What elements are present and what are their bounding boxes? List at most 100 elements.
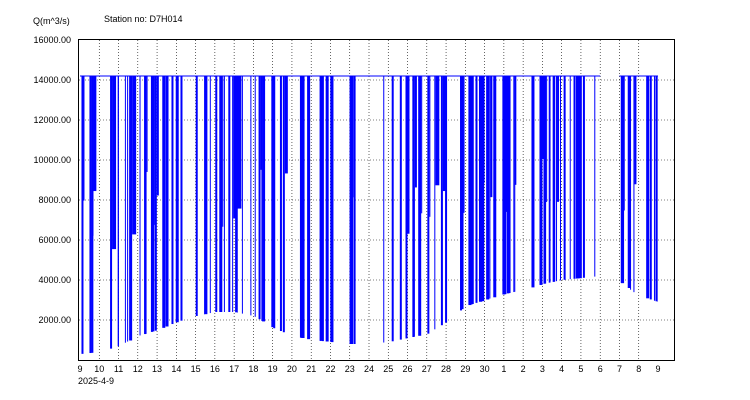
data-bar bbox=[156, 76, 159, 196]
data-bar bbox=[321, 76, 324, 342]
data-bar bbox=[83, 76, 85, 201]
data-bar bbox=[421, 76, 423, 214]
data-bar bbox=[331, 76, 334, 343]
x-tick-label: 3 bbox=[540, 364, 545, 374]
data-bar bbox=[486, 76, 490, 300]
data-bar bbox=[463, 76, 465, 213]
data-bar bbox=[573, 76, 576, 279]
data-bar bbox=[649, 76, 652, 300]
data-bar bbox=[307, 76, 311, 340]
data-bar bbox=[261, 76, 263, 321]
data-bar bbox=[493, 76, 497, 298]
data-bar bbox=[508, 76, 511, 294]
data-bar bbox=[399, 76, 402, 340]
x-tick-label: 21 bbox=[306, 364, 316, 374]
data-bar bbox=[237, 76, 239, 186]
data-bar bbox=[146, 76, 148, 172]
data-bar bbox=[478, 76, 482, 302]
station-label: Station no: D7H014 bbox=[104, 14, 183, 24]
y-tick-label: 10000.00 bbox=[33, 155, 71, 165]
x-tick-label: 17 bbox=[229, 364, 239, 374]
data-bar bbox=[627, 76, 631, 289]
data-bar bbox=[139, 76, 141, 336]
x-tick-label: 6 bbox=[598, 364, 603, 374]
data-bar bbox=[412, 76, 415, 337]
data-bar bbox=[222, 76, 224, 227]
y-tick-label: 6000.00 bbox=[38, 235, 71, 245]
data-bar bbox=[233, 76, 237, 219]
data-bar bbox=[279, 76, 282, 332]
y-tick-labels: 2000.00 4000.00 6000.00 8000.00 10000.00 1200… bbox=[33, 35, 71, 325]
data-bar bbox=[254, 76, 256, 317]
data-bar bbox=[81, 76, 84, 354]
x-tick-label: 26 bbox=[403, 364, 413, 374]
data-bar bbox=[262, 76, 266, 322]
data-bar bbox=[413, 76, 415, 337]
x-tick-label: 30 bbox=[480, 364, 490, 374]
data-bar bbox=[634, 76, 637, 185]
data-bar bbox=[514, 76, 517, 185]
data-bar bbox=[575, 76, 578, 279]
y-tick-label: 8000.00 bbox=[38, 195, 71, 205]
y-tick-label: 16000.00 bbox=[33, 35, 71, 45]
x-tick-label: 12 bbox=[133, 364, 143, 374]
data-bar bbox=[154, 76, 157, 225]
x-tick-label: 4 bbox=[559, 364, 564, 374]
data-bar bbox=[407, 76, 410, 234]
y-tick-label: 14000.00 bbox=[33, 75, 71, 85]
data-bar bbox=[578, 76, 582, 279]
x-tick-label: 15 bbox=[191, 364, 201, 374]
data-bar bbox=[350, 76, 353, 344]
data-bar bbox=[503, 76, 506, 294]
data-bar bbox=[546, 76, 548, 203]
x-tick-label: 28 bbox=[441, 364, 451, 374]
data-bar bbox=[209, 76, 211, 314]
data-bar bbox=[594, 76, 596, 277]
data-bar bbox=[563, 76, 566, 280]
data-bar bbox=[653, 76, 655, 301]
data-bar bbox=[260, 76, 262, 170]
data-bar bbox=[325, 76, 329, 342]
x-tick-label: 20 bbox=[287, 364, 297, 374]
data-bar bbox=[544, 76, 547, 284]
data-bar bbox=[531, 76, 535, 288]
data-bar bbox=[284, 76, 288, 174]
data-bar bbox=[89, 76, 91, 353]
x-tick-label: 10 bbox=[94, 364, 104, 374]
data-bar bbox=[427, 76, 430, 334]
y-axis-label: Q(m^3/s) bbox=[33, 16, 70, 26]
x-tick-label: 11 bbox=[114, 364, 123, 374]
data-bar bbox=[223, 76, 225, 312]
data-bar bbox=[132, 76, 137, 235]
data-bar bbox=[539, 76, 543, 285]
x-tick-label: 29 bbox=[460, 364, 470, 374]
data-bar bbox=[543, 76, 545, 284]
data-bar bbox=[445, 76, 448, 323]
data-bar bbox=[353, 76, 356, 344]
data-bar bbox=[282, 76, 285, 333]
data-bar bbox=[129, 76, 133, 341]
data-bar bbox=[237, 76, 242, 209]
data-bar bbox=[165, 76, 167, 327]
data-bar bbox=[171, 76, 174, 325]
data-bar bbox=[646, 76, 650, 299]
data-bar bbox=[569, 76, 571, 280]
data-bar bbox=[195, 76, 198, 316]
x-date-label: 2025-4-9 bbox=[78, 376, 114, 386]
data-bar bbox=[490, 76, 493, 198]
data-bar bbox=[540, 76, 545, 159]
x-tick-label: 7 bbox=[617, 364, 622, 374]
data-bar bbox=[434, 76, 436, 330]
data-bar bbox=[582, 76, 585, 278]
data-bar bbox=[152, 76, 155, 332]
data-bar bbox=[271, 76, 275, 328]
data-bar bbox=[330, 76, 333, 342]
data-bars bbox=[80, 75, 658, 354]
data-bar bbox=[505, 76, 508, 212]
data-bar bbox=[471, 76, 474, 304]
data-bar bbox=[215, 76, 218, 312]
data-bar bbox=[475, 76, 478, 303]
data-bar bbox=[578, 76, 580, 279]
x-tick-label: 23 bbox=[345, 364, 355, 374]
